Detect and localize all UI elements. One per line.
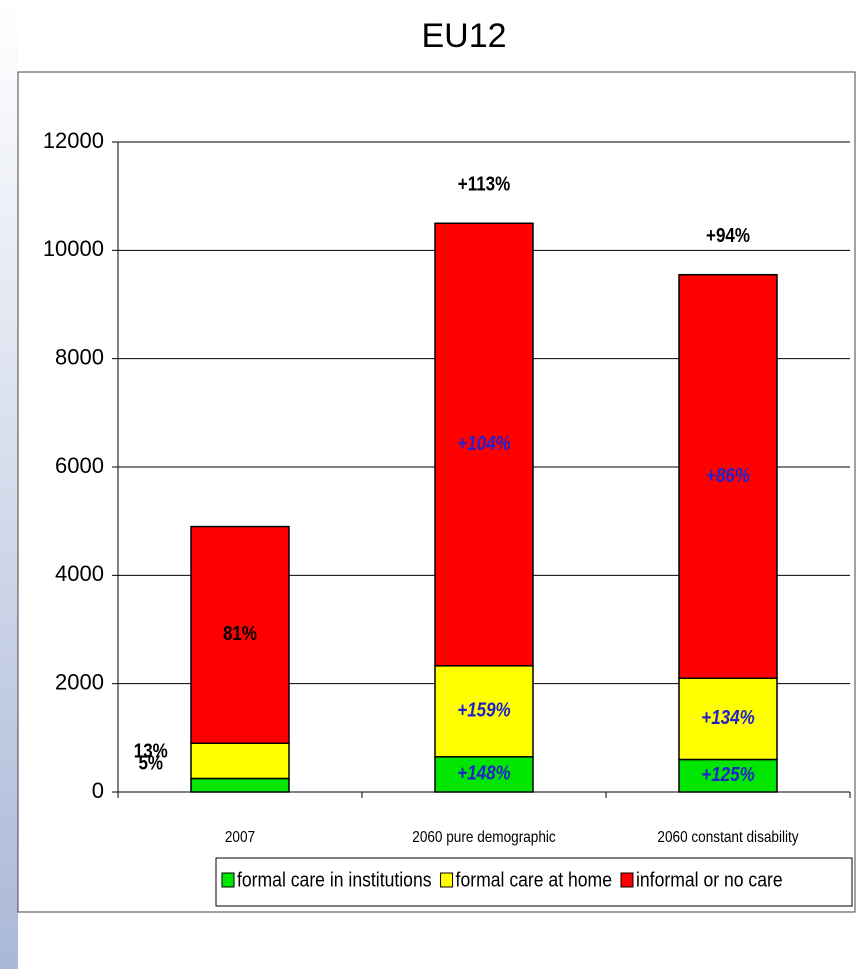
x-tick-label: 2060 pure demographic bbox=[412, 829, 556, 846]
bar-segment bbox=[190, 777, 290, 793]
data-label: 5% bbox=[138, 751, 163, 774]
data-label: +104% bbox=[457, 431, 510, 454]
legend bbox=[215, 857, 853, 907]
data-label: +134% bbox=[701, 706, 754, 729]
bar-segment bbox=[678, 273, 778, 679]
slide-background bbox=[0, 0, 18, 969]
y-tick-label: 8000 bbox=[55, 344, 104, 369]
total-label: +113% bbox=[458, 172, 510, 195]
legend-swatch bbox=[440, 872, 454, 888]
x-tick-label: 2007 bbox=[225, 829, 255, 846]
bar-segment bbox=[434, 222, 534, 667]
legend-label: informal or no care bbox=[636, 868, 783, 890]
bar-segment bbox=[434, 665, 534, 758]
y-tick-label: 0 bbox=[92, 778, 104, 803]
legend-label: formal care in institutions bbox=[237, 868, 432, 890]
data-label: 13% bbox=[134, 739, 168, 762]
data-label: 81% bbox=[223, 622, 257, 645]
total-label: +94% bbox=[706, 224, 750, 247]
y-tick-label: 10000 bbox=[43, 236, 104, 261]
data-label: +125% bbox=[701, 763, 754, 786]
legend-label: formal care at home bbox=[456, 868, 612, 890]
legend-swatch bbox=[221, 872, 235, 888]
bar-segment bbox=[434, 756, 534, 793]
y-tick-label: 2000 bbox=[55, 669, 104, 694]
data-label: +159% bbox=[457, 698, 510, 721]
y-tick-label: 6000 bbox=[55, 453, 104, 478]
chart-title: EU12 bbox=[421, 17, 506, 55]
bar-segment bbox=[190, 525, 290, 744]
y-tick-label: 12000 bbox=[43, 128, 104, 153]
x-tick-label: 2060 constant disability bbox=[657, 829, 799, 846]
data-label: +86% bbox=[706, 463, 750, 486]
data-label: +148% bbox=[457, 761, 510, 784]
legend-swatch bbox=[620, 872, 634, 888]
y-tick-label: 4000 bbox=[55, 561, 104, 586]
bar-segment bbox=[190, 742, 290, 780]
bar-segment bbox=[678, 677, 778, 761]
